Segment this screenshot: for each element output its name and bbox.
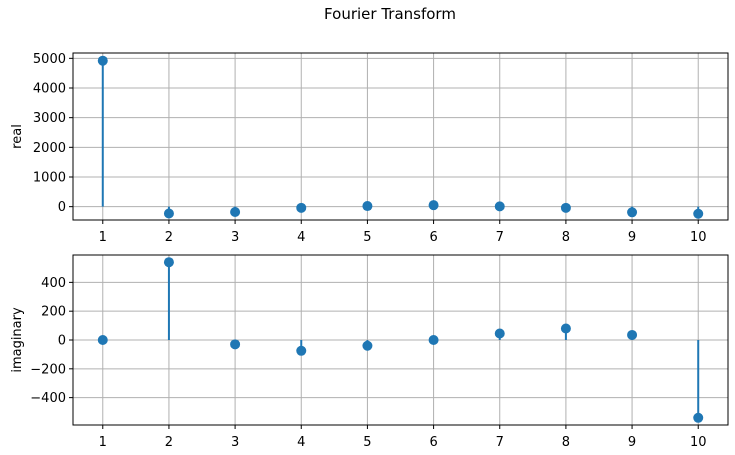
real-xtick-label-5: 5 (363, 230, 371, 245)
imaginary-subplot: 1 2 3 4 5 6 7 8 9 10 −400 −200 0 200 400 imaginary (10, 254, 729, 450)
imaginary-marker-9 (627, 329, 638, 340)
real-marker-2 (163, 208, 174, 219)
imaginary-marker-4 (296, 345, 307, 356)
imaginary-marker-6 (428, 335, 439, 345)
imaginary-marker-2 (163, 257, 174, 268)
real-ytick-label-3: 2000 (33, 141, 66, 156)
imaginary-xtick-label-9: 9 (628, 435, 636, 450)
imaginary-xtick-label-10: 10 (690, 435, 707, 450)
real-ylabel: real (10, 124, 25, 149)
imaginary-xtick-label-5: 5 (363, 435, 371, 450)
imaginary-ytick-label-2: −200 (30, 362, 66, 377)
imaginary-xtick-label-7: 7 (496, 435, 504, 450)
imaginary-xtick-label-2: 2 (165, 435, 173, 450)
imaginary-marker-10 (693, 412, 704, 423)
real-marker-9 (627, 207, 638, 218)
imaginary-ytick-label-3: 0 (58, 334, 66, 349)
real-xtick-label-8: 8 (562, 230, 570, 245)
real-marker-10 (693, 208, 704, 219)
real-xtick-label-6: 6 (429, 230, 437, 245)
imaginary-marker-5 (362, 340, 373, 351)
imaginary-marker-1 (97, 335, 108, 345)
real-ytick-label-2: 1000 (33, 170, 66, 185)
imaginary-xtick-label-1: 1 (99, 435, 107, 450)
real-marker-3 (230, 206, 241, 217)
imaginary-ylabel: imaginary (10, 307, 25, 373)
real-marker-8 (560, 202, 571, 213)
real-axes-frame (72, 52, 729, 221)
figure-title: Fourier Transform (324, 5, 456, 23)
real-ytick-label-1: 0 (58, 200, 66, 215)
real-subplot: 1 2 3 4 5 6 7 8 9 10 0 1000 2000 3000 4000 5000 real (10, 52, 729, 245)
real-xtick-label-10: 10 (690, 230, 707, 245)
imaginary-xtick-label-4: 4 (297, 435, 305, 450)
real-xtick-label-7: 7 (496, 230, 504, 245)
imaginary-ytick-label-4: 200 (41, 305, 66, 320)
imaginary-marker-3 (230, 339, 241, 350)
imaginary-ytick-label-1: −400 (30, 391, 66, 406)
imaginary-xtick-label-8: 8 (562, 435, 570, 450)
imaginary-xtick-label-3: 3 (231, 435, 239, 450)
real-marker-6 (428, 200, 439, 211)
imaginary-ytick-label-5: 400 (41, 276, 66, 291)
real-marker-5 (362, 201, 373, 212)
real-xtick-label-2: 2 (165, 230, 173, 245)
imaginary-marker-8 (560, 323, 571, 334)
real-marker-7 (494, 201, 505, 212)
imaginary-marker-7 (494, 328, 505, 339)
imaginary-xtick-label-6: 6 (429, 435, 437, 450)
real-xtick-label-1: 1 (99, 230, 107, 245)
real-ytick-label-6: 5000 (33, 52, 66, 67)
real-ytick-label-5: 4000 (33, 82, 66, 97)
real-marker-4 (296, 202, 307, 213)
real-xtick-label-9: 9 (628, 230, 636, 245)
real-xtick-label-4: 4 (297, 230, 305, 245)
real-xtick-label-3: 3 (231, 230, 239, 245)
real-ytick-label-4: 3000 (33, 111, 66, 126)
real-marker-1 (97, 55, 108, 66)
